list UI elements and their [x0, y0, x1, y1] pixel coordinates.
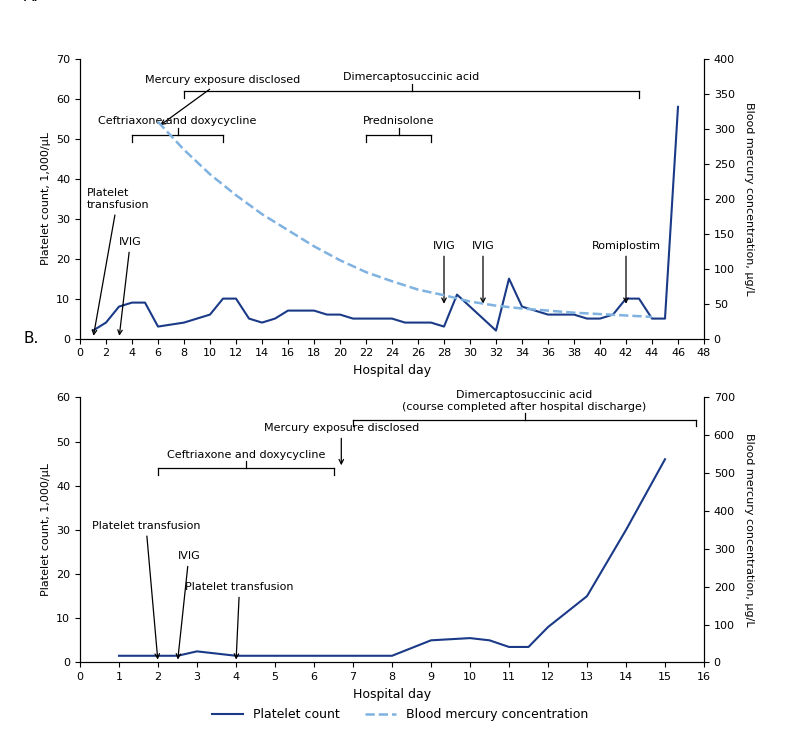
Text: Prednisolone: Prednisolone	[362, 116, 434, 127]
Text: Platelet
transfusion: Platelet transfusion	[86, 188, 149, 334]
Text: IVIG: IVIG	[433, 241, 455, 302]
Text: Platelet transfusion: Platelet transfusion	[186, 581, 294, 658]
Text: B.: B.	[24, 331, 39, 346]
Legend: Platelet count, Blood mercury concentration: Platelet count, Blood mercury concentrat…	[206, 703, 594, 726]
Y-axis label: Blood mercury concentration, μg/L: Blood mercury concentration, μg/L	[744, 102, 754, 296]
Text: Platelet transfusion: Platelet transfusion	[92, 520, 200, 658]
Text: Mercury exposure disclosed: Mercury exposure disclosed	[264, 422, 419, 464]
X-axis label: Hospital day: Hospital day	[353, 687, 431, 701]
Text: IVIG: IVIG	[118, 237, 142, 334]
Text: Romiplostim: Romiplostim	[591, 241, 661, 302]
Text: A.: A.	[24, 0, 39, 4]
Y-axis label: Platelet count, 1,000/μL: Platelet count, 1,000/μL	[41, 132, 50, 265]
Text: Dimercaptosuccinic acid: Dimercaptosuccinic acid	[343, 72, 480, 82]
X-axis label: Hospital day: Hospital day	[353, 364, 431, 377]
Text: IVIG: IVIG	[472, 241, 494, 302]
Text: IVIG: IVIG	[176, 551, 200, 658]
Y-axis label: Blood mercury concentration, μg/L: Blood mercury concentration, μg/L	[744, 433, 754, 627]
Text: Mercury exposure disclosed: Mercury exposure disclosed	[145, 75, 300, 124]
Y-axis label: Platelet count, 1,000/μL: Platelet count, 1,000/μL	[41, 464, 50, 596]
Text: Ceftriaxone and doxycycline: Ceftriaxone and doxycycline	[98, 116, 257, 127]
Text: Dimercaptosuccinic acid
(course completed after hospital discharge): Dimercaptosuccinic acid (course complete…	[402, 390, 646, 411]
Text: Ceftriaxone and doxycycline: Ceftriaxone and doxycycline	[166, 450, 325, 460]
